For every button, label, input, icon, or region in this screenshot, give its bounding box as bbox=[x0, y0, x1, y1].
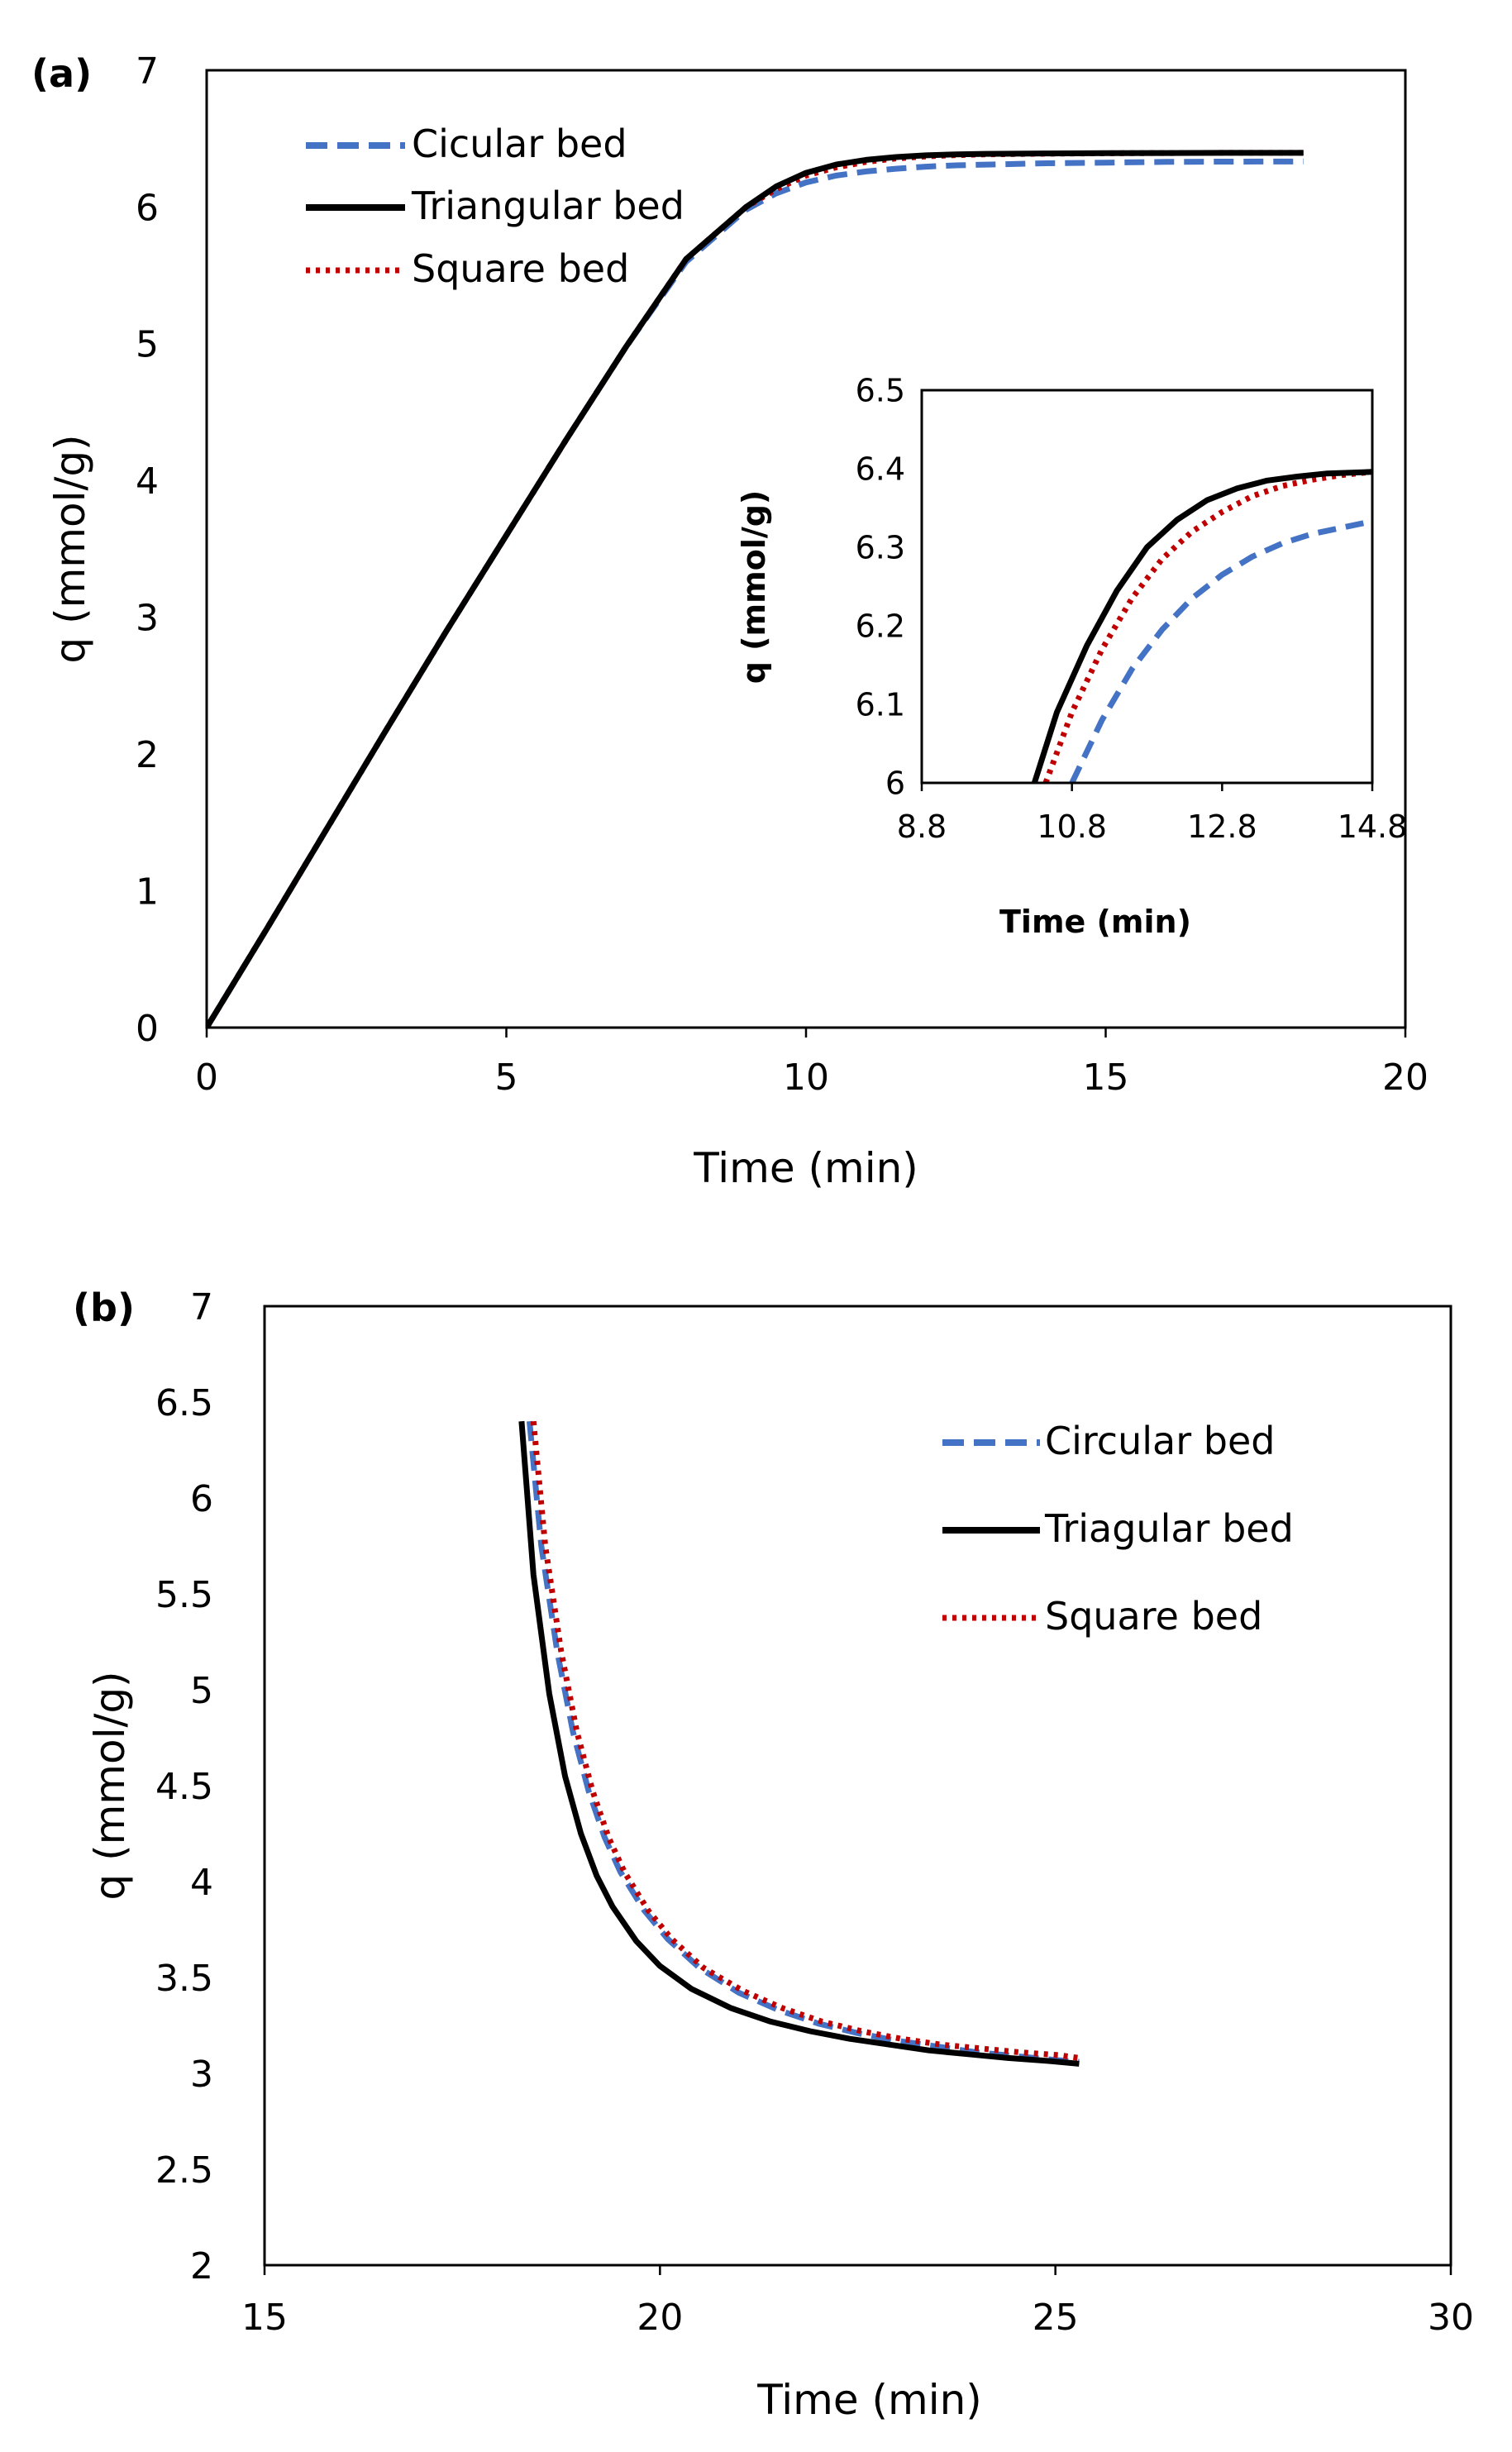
legend-entry-triangular-bed: Triangular bed bbox=[306, 184, 684, 228]
panel-a-x-tick-label: 10 bbox=[783, 1057, 829, 1099]
panel-a-y-tick-label: 2 bbox=[136, 734, 159, 776]
inset-x-tick-label: 12.8 bbox=[1187, 809, 1257, 845]
legend-entry-square-bed: Square bed bbox=[942, 1594, 1262, 1639]
panel-b-x-tick-label: 25 bbox=[1033, 2297, 1079, 2339]
inset-series-triangular-bed bbox=[1031, 469, 1372, 783]
panel-a-label: (a) bbox=[31, 51, 92, 96]
legend-entry-square-bed: Square bed bbox=[306, 246, 629, 291]
panel-b-y-tick-label: 6.5 bbox=[155, 1382, 213, 1424]
panel-b-y-ticks: 2 2.5 3 3.5 4 4.5 5 5.5 6 6.5 7 bbox=[155, 1286, 213, 2287]
panel-a-x-axis-title: Time (min) bbox=[693, 1144, 918, 1192]
inset-y-axis-title: q (mmol/g) bbox=[736, 490, 772, 685]
panel-b-label: (b) bbox=[73, 1286, 135, 1330]
panel-a: (a) 0 1 2 3 4 5 6 7 0 5 10 15 20 Time (min) q (mmol… bbox=[31, 50, 1429, 1192]
inset-y-tick-label: 6.4 bbox=[856, 451, 905, 488]
panel-a-y-tick-label: 6 bbox=[136, 187, 159, 229]
panel-b-x-tick-label: 30 bbox=[1428, 2297, 1474, 2339]
panel-b-x-axis-title: Time (min) bbox=[756, 2376, 982, 2424]
inset-y-tick-label: 6.1 bbox=[856, 687, 905, 723]
panel-b-y-tick-label: 4.5 bbox=[155, 1766, 213, 1808]
panel-a-series bbox=[207, 150, 1304, 1028]
inset-x-ticks: 8.8 10.8 12.8 14.8 bbox=[897, 783, 1408, 845]
panel-a-y-tick-label: 0 bbox=[136, 1008, 159, 1050]
panel-b-y-tick-label: 6 bbox=[190, 1478, 213, 1520]
panel-b-series bbox=[518, 1420, 1080, 2067]
legend-label-triangular-bed: Triangular bed bbox=[411, 184, 684, 228]
inset-series bbox=[1031, 469, 1372, 783]
inset-x-axis-title: Time (min) bbox=[999, 904, 1191, 940]
inset-y-tick-label: 6.3 bbox=[856, 530, 905, 566]
panel-a-y-tick-label: 4 bbox=[136, 460, 159, 503]
inset-y-tick-label: 6.5 bbox=[856, 373, 905, 409]
panel-a-x-ticks: 0 5 10 15 20 bbox=[195, 1028, 1429, 1099]
panel-a-x-tick-label: 5 bbox=[495, 1057, 518, 1099]
panel-a-x-tick-label: 15 bbox=[1083, 1057, 1129, 1099]
panel-b-y-tick-label: 5 bbox=[190, 1670, 213, 1712]
panel-b: (b) 2 2.5 3 3.5 4 4.5 5 5.5 6 6.5 7 15 20 25 30 Time … bbox=[73, 1286, 1474, 2424]
panel-a-y-tick-label: 5 bbox=[136, 324, 159, 366]
panel-b-y-tick-label: 2.5 bbox=[155, 2149, 213, 2192]
panel-b-series-triagular-bed bbox=[518, 1420, 1080, 2067]
panel-a-y-axis-title: q (mmol/g) bbox=[46, 434, 94, 663]
panel-b-x-tick-label: 20 bbox=[637, 2297, 683, 2339]
panel-a-x-tick-label: 0 bbox=[195, 1057, 218, 1099]
panel-b-series-circular-bed bbox=[527, 1420, 1080, 2065]
inset-y-tick-label: 6.2 bbox=[856, 608, 905, 645]
panel-a-plot-frame bbox=[205, 69, 1407, 1029]
panel-a-inset: 6 6.1 6.2 6.3 6.4 6.5 8.8 10.8 12.8 14.8 Time (m… bbox=[736, 373, 1407, 940]
panel-b-plot-frame bbox=[263, 1305, 1452, 2267]
inset-x-tick-label: 10.8 bbox=[1037, 809, 1107, 845]
inset-background bbox=[922, 390, 1372, 783]
panel-a-series-triangular-bed bbox=[207, 150, 1304, 1028]
panel-b-x-ticks: 15 20 25 30 bbox=[241, 2265, 1474, 2339]
legend-label-square-bed: Square bed bbox=[1045, 1594, 1262, 1639]
panel-a-y-tick-label: 7 bbox=[136, 50, 159, 93]
legend-entry-circular-bed: Circular bed bbox=[942, 1419, 1275, 1463]
panel-a-legend: Cicular bed Triangular bed Square bed bbox=[306, 122, 684, 291]
panel-b-y-tick-label: 7 bbox=[190, 1286, 213, 1329]
inset-y-ticks: 6 6.1 6.2 6.3 6.4 6.5 bbox=[856, 373, 905, 802]
inset-plot-frame bbox=[920, 389, 1374, 785]
panel-a-x-tick-label: 20 bbox=[1382, 1057, 1429, 1099]
panel-a-y-tick-label: 3 bbox=[136, 598, 159, 640]
inset-y-tick-label: 6 bbox=[885, 766, 905, 802]
legend-label-cicular-bed: Cicular bed bbox=[412, 122, 627, 166]
panel-a-y-ticks: 0 1 2 3 4 5 6 7 bbox=[136, 50, 159, 1050]
panel-b-y-tick-label: 4 bbox=[190, 1862, 213, 1904]
inset-x-tick-label: 8.8 bbox=[897, 809, 947, 845]
legend-entry-triagular-bed: Triagular bed bbox=[942, 1506, 1294, 1551]
inset-x-tick-label: 14.8 bbox=[1338, 809, 1408, 845]
panel-b-y-tick-label: 2 bbox=[190, 2245, 213, 2287]
panel-a-y-tick-label: 1 bbox=[136, 871, 159, 913]
panel-b-legend: Circular bed Triagular bed Square bed bbox=[942, 1419, 1294, 1639]
panel-b-x-tick-label: 15 bbox=[241, 2297, 288, 2339]
panel-b-y-axis-title: q (mmol/g) bbox=[86, 1671, 134, 1900]
legend-label-triagular-bed: Triagular bed bbox=[1044, 1506, 1294, 1551]
legend-entry-cicular-bed: Cicular bed bbox=[306, 122, 627, 166]
panel-b-y-tick-label: 3 bbox=[190, 2054, 213, 2096]
legend-label-circular-bed: Circular bed bbox=[1045, 1419, 1275, 1463]
inset-series-cicular-bed bbox=[1069, 518, 1372, 783]
panel-b-y-tick-label: 5.5 bbox=[155, 1574, 213, 1616]
panel-b-y-tick-label: 3.5 bbox=[155, 1958, 213, 2000]
legend-label-square-bed: Square bed bbox=[412, 246, 629, 291]
panel-b-series-square-bed bbox=[530, 1420, 1080, 2061]
